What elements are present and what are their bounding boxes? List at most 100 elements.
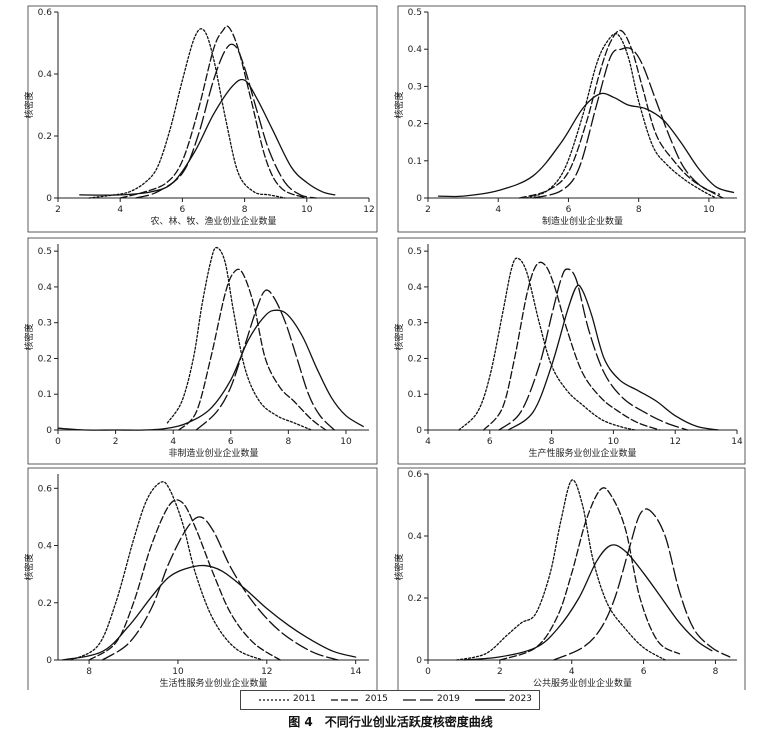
x-axis-label: 农、林、牧、渔业创业企业数量: [150, 215, 276, 227]
density-curve-2015: [179, 269, 326, 430]
x-tick-label: 8: [242, 205, 248, 215]
y-tick-label: 0.4: [408, 45, 423, 55]
legend-label-2011: 2011: [293, 694, 316, 704]
x-tick-label: 8: [713, 667, 719, 677]
y-tick-label: 0.5: [408, 247, 422, 257]
x-axis-label: 非制造业创业企业数量: [168, 447, 258, 459]
density-curve-2015: [89, 500, 280, 660]
x-tick-label: 4: [425, 437, 431, 447]
y-axis-label: 核密度: [23, 323, 35, 350]
y-axis-label: 核密度: [393, 91, 405, 118]
y-axis-label: 核密度: [23, 91, 35, 118]
x-tick-label: 10: [172, 667, 184, 677]
y-tick-label: 0: [416, 656, 422, 666]
x-tick-label: 10: [301, 205, 313, 215]
y-axis-label: 核密度: [393, 323, 405, 350]
y-tick-label: 0.3: [408, 319, 422, 329]
x-tick-label: 12: [363, 205, 374, 215]
x-tick-label: 8: [86, 667, 92, 677]
y-tick-label: 0.2: [38, 599, 52, 609]
legend-label-2023: 2023: [509, 694, 532, 704]
y-tick-label: 0: [416, 194, 422, 204]
x-tick-label: 4: [495, 205, 501, 215]
x-tick-label: 6: [228, 437, 234, 447]
y-tick-label: 0.2: [38, 354, 52, 364]
y-tick-label: 0.1: [38, 390, 52, 400]
x-tick-label: 10: [608, 437, 620, 447]
y-tick-label: 0: [46, 656, 52, 666]
x-tick-label: 14: [731, 437, 743, 447]
chart-panel-5: 8 10 12 14 0 0.2 0.4 0.6 生活性服务业创业企业数量 核密度: [23, 468, 377, 690]
x-tick-label: 6: [641, 667, 647, 677]
y-tick-label: 0.4: [408, 532, 423, 542]
x-tick-label: 14: [350, 667, 362, 677]
x-tick-label: 4: [569, 667, 575, 677]
density-curve-2023: [80, 79, 335, 195]
x-tick-label: 4: [170, 437, 176, 447]
x-axis-label: 制造业创业企业数量: [542, 215, 623, 227]
y-tick-label: 0.5: [38, 247, 52, 257]
y-tick-label: 0.4: [38, 70, 53, 80]
y-tick-label: 0.1: [408, 390, 422, 400]
x-tick-label: 10: [703, 205, 715, 215]
x-tick-label: 12: [669, 437, 680, 447]
y-tick-label: 0: [46, 426, 52, 436]
y-tick-label: 0.6: [408, 470, 423, 480]
x-tick-label: 12: [261, 667, 272, 677]
x-tick-label: 6: [566, 205, 572, 215]
y-axis-label: 核密度: [23, 553, 35, 580]
chart-panel-4: 4 6 8 10 12 14 0 0.1 0.2 0.3 0.4 0.5 生产性服务业创业企业数量 核密度: [393, 238, 745, 464]
x-tick-label: 10: [340, 437, 352, 447]
figure-caption: 图 4 不同行业创业活跃度核密度曲线: [0, 713, 781, 730]
y-axis-label: 核密度: [393, 553, 405, 580]
x-tick-label: 8: [549, 437, 555, 447]
chart-panel-6: 0 2 4 6 8 0 0.2 0.4 0.6 公共服务业创业企业数量 核密度: [393, 468, 745, 690]
chart-panel-1: 2 4 6 8 10 12 0 0.2 0.4 0.6 农、林、牧、渔业创业企业数量 核密度: [23, 6, 377, 232]
y-tick-label: 0.4: [38, 542, 53, 552]
x-tick-label: 2: [113, 437, 119, 447]
y-tick-label: 0.3: [408, 82, 422, 92]
y-tick-label: 0.6: [38, 8, 53, 18]
x-tick-label: 6: [487, 437, 493, 447]
y-tick-label: 0.5: [408, 8, 422, 18]
x-tick-label: 2: [497, 667, 503, 677]
x-tick-label: 6: [180, 205, 186, 215]
density-curve-2023: [439, 93, 734, 196]
x-tick-label: 0: [55, 437, 61, 447]
chart-panel-2: 2 4 6 8 10 0 0.1 0.2 0.3 0.4 0.5 制造业创业企业数量 核密度: [393, 6, 745, 232]
x-axis-label: 公共服务业创业企业数量: [533, 677, 632, 689]
x-axis-label: 生产性服务业创业企业数量: [528, 447, 636, 459]
x-tick-label: 8: [636, 205, 642, 215]
density-curve-2015: [519, 30, 723, 198]
density-curve-2015: [484, 262, 660, 430]
y-tick-label: 0.4: [38, 283, 53, 293]
y-tick-label: 0: [416, 426, 422, 436]
legend-label-2019: 2019: [437, 694, 460, 704]
y-tick-label: 0.6: [38, 484, 53, 494]
density-curve-2019: [554, 509, 730, 660]
x-tick-label: 2: [55, 205, 61, 215]
y-tick-label: 0: [46, 194, 52, 204]
y-tick-label: 0.2: [408, 594, 422, 604]
chart-frame: [398, 468, 745, 690]
x-tick-label: 4: [117, 205, 123, 215]
density-curve-2023: [508, 285, 718, 430]
x-axis-label: 生活性服务业创业企业数量: [159, 677, 267, 689]
density-curve-2023: [62, 565, 355, 660]
x-tick-label: 0: [425, 667, 431, 677]
legend-label-2015: 2015: [365, 694, 388, 704]
density-curve-2011: [89, 29, 285, 198]
x-tick-label: 2: [425, 205, 431, 215]
legend: 2011 2015 2019 2023: [240, 690, 540, 710]
density-curve-2023: [464, 545, 712, 660]
density-curve-2019: [533, 48, 719, 198]
y-tick-label: 0.2: [408, 120, 422, 130]
x-tick-label: 8: [286, 437, 292, 447]
y-tick-label: 0.3: [38, 319, 52, 329]
y-tick-label: 0.2: [408, 354, 422, 364]
y-tick-label: 0.2: [38, 132, 52, 142]
chart-panel-3: 0 2 4 6 8 10 0 0.1 0.2 0.3 0.4 0.5 非制造业创业企业数量 核密度: [23, 238, 377, 464]
y-tick-label: 0.1: [408, 157, 422, 167]
y-tick-label: 0.4: [408, 283, 423, 293]
